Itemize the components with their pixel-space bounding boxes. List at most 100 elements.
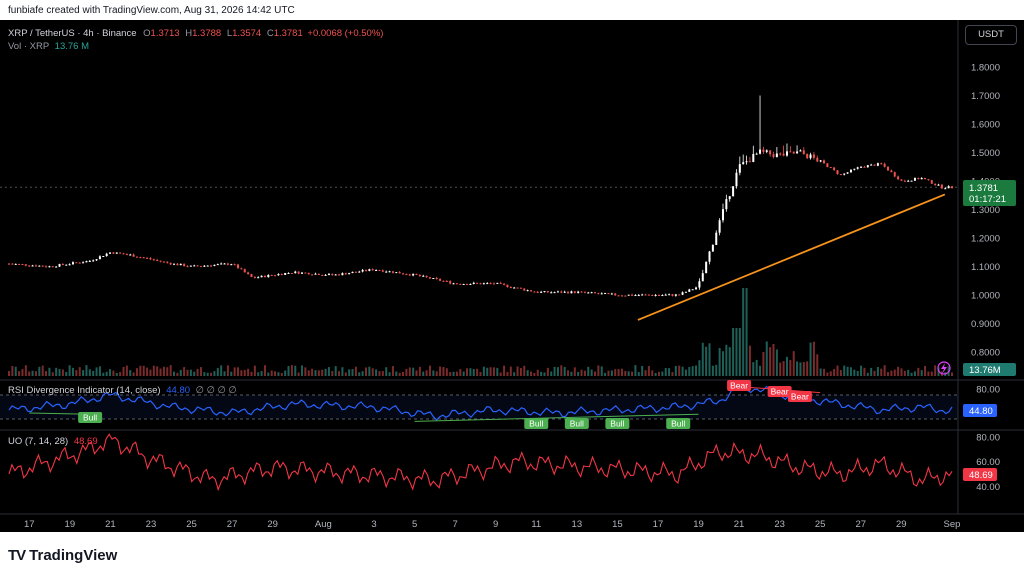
rsi-title: RSI Divergence Indicator (14, close) — [8, 385, 161, 396]
candle-body — [664, 294, 667, 296]
candle-body — [890, 170, 893, 173]
volume-bar — [250, 371, 253, 376]
volume-bar — [792, 351, 795, 376]
volume-bar — [866, 372, 869, 376]
bull-label-bg — [666, 418, 691, 429]
candle-body — [109, 252, 112, 254]
volume-bar — [681, 366, 684, 376]
candle-body — [637, 295, 640, 297]
candle-body — [243, 269, 246, 273]
volume-bar — [388, 372, 391, 376]
volume-bar — [287, 366, 290, 376]
rsi-band — [0, 395, 958, 419]
volume-bar — [610, 370, 613, 376]
uo-badge — [963, 468, 997, 481]
candle-body — [651, 294, 654, 296]
candle-body — [742, 162, 745, 165]
bear-label-text: Bear — [730, 381, 748, 391]
volume-bar — [684, 369, 687, 376]
candle-body — [115, 252, 118, 254]
volume-bar — [459, 369, 462, 376]
volume-bar — [412, 367, 415, 376]
bull-divergence-line — [414, 413, 699, 422]
candle-body — [102, 255, 105, 257]
uo-title: UO (7, 14, 28) — [8, 436, 69, 447]
volume-bar — [597, 365, 600, 376]
time-tick-label: 19 — [693, 519, 704, 530]
volume-bar — [950, 372, 954, 376]
volume-bar — [297, 372, 300, 376]
volume-bar — [51, 372, 54, 376]
volume-bar — [883, 365, 886, 376]
currency-button[interactable]: USDT — [965, 25, 1017, 45]
candle-body — [789, 151, 792, 153]
volume-bar — [833, 368, 836, 376]
candle-body — [223, 263, 226, 265]
volume-bar — [257, 372, 260, 376]
volume-bar — [785, 356, 788, 376]
volume-bar — [698, 360, 701, 376]
volume-bar — [78, 367, 81, 376]
volume-bar — [745, 288, 748, 376]
candle-body — [368, 269, 371, 271]
candle-body — [378, 269, 381, 271]
volume-bar — [627, 371, 630, 376]
volume-bar — [893, 369, 896, 376]
candle-body — [146, 257, 149, 259]
bull-label-text: Bull — [570, 419, 584, 429]
volume-bar — [119, 372, 122, 376]
volume-bar — [270, 370, 273, 376]
candle-body — [496, 282, 499, 284]
volume-bar — [509, 366, 512, 376]
candle-body — [540, 291, 543, 293]
volume-bar — [135, 368, 138, 376]
volume-bar — [880, 368, 883, 376]
candle-body — [469, 283, 472, 285]
volume-bar — [593, 371, 597, 376]
volume-bar — [900, 368, 903, 376]
volume-bar — [647, 366, 650, 376]
candle-body — [634, 295, 637, 297]
volume-bar — [348, 369, 351, 376]
volume-bar — [526, 370, 529, 376]
volume-bar — [876, 367, 879, 376]
volume-bar — [351, 369, 354, 376]
candle-body — [327, 273, 330, 275]
rsi-placeholders: ∅ ∅ ∅ ∅ — [195, 385, 237, 396]
volume-bar — [705, 346, 708, 376]
volume-bar — [21, 369, 24, 376]
candle-body — [593, 292, 597, 294]
candle-body — [324, 274, 327, 276]
volume-bar — [358, 372, 361, 376]
candle-body — [98, 256, 101, 260]
legend-symbol-row: XRP / TetherUS · 4h · Binance O1.3713 H1… — [8, 28, 383, 39]
candle-body — [418, 274, 421, 277]
volume-bar — [58, 369, 61, 376]
volume-bar — [762, 351, 765, 376]
candle-body — [267, 274, 270, 278]
volume-bar — [162, 366, 165, 376]
tradingview-logo[interactable]: TV TradingView — [8, 547, 117, 564]
volume-bar — [14, 366, 17, 376]
candle-body — [735, 172, 738, 187]
candle-body — [556, 291, 559, 293]
candle-body — [344, 273, 347, 275]
candle-body — [479, 283, 482, 285]
volume-bar — [543, 372, 546, 376]
candle-body — [14, 263, 17, 265]
candle-body — [661, 295, 664, 297]
candle-body — [193, 265, 196, 267]
volume-bar — [210, 372, 213, 376]
candle-body — [189, 265, 192, 267]
candle-body — [196, 265, 199, 267]
bear-label-bg — [787, 391, 812, 402]
bear-label: Bear — [787, 391, 812, 402]
candle-body — [785, 151, 788, 156]
volume-bar — [18, 371, 21, 376]
candle-body — [924, 177, 927, 180]
volume-bar — [816, 354, 819, 376]
volume-bar — [199, 367, 202, 376]
volume-bar — [452, 371, 455, 376]
candle-body — [11, 263, 14, 265]
